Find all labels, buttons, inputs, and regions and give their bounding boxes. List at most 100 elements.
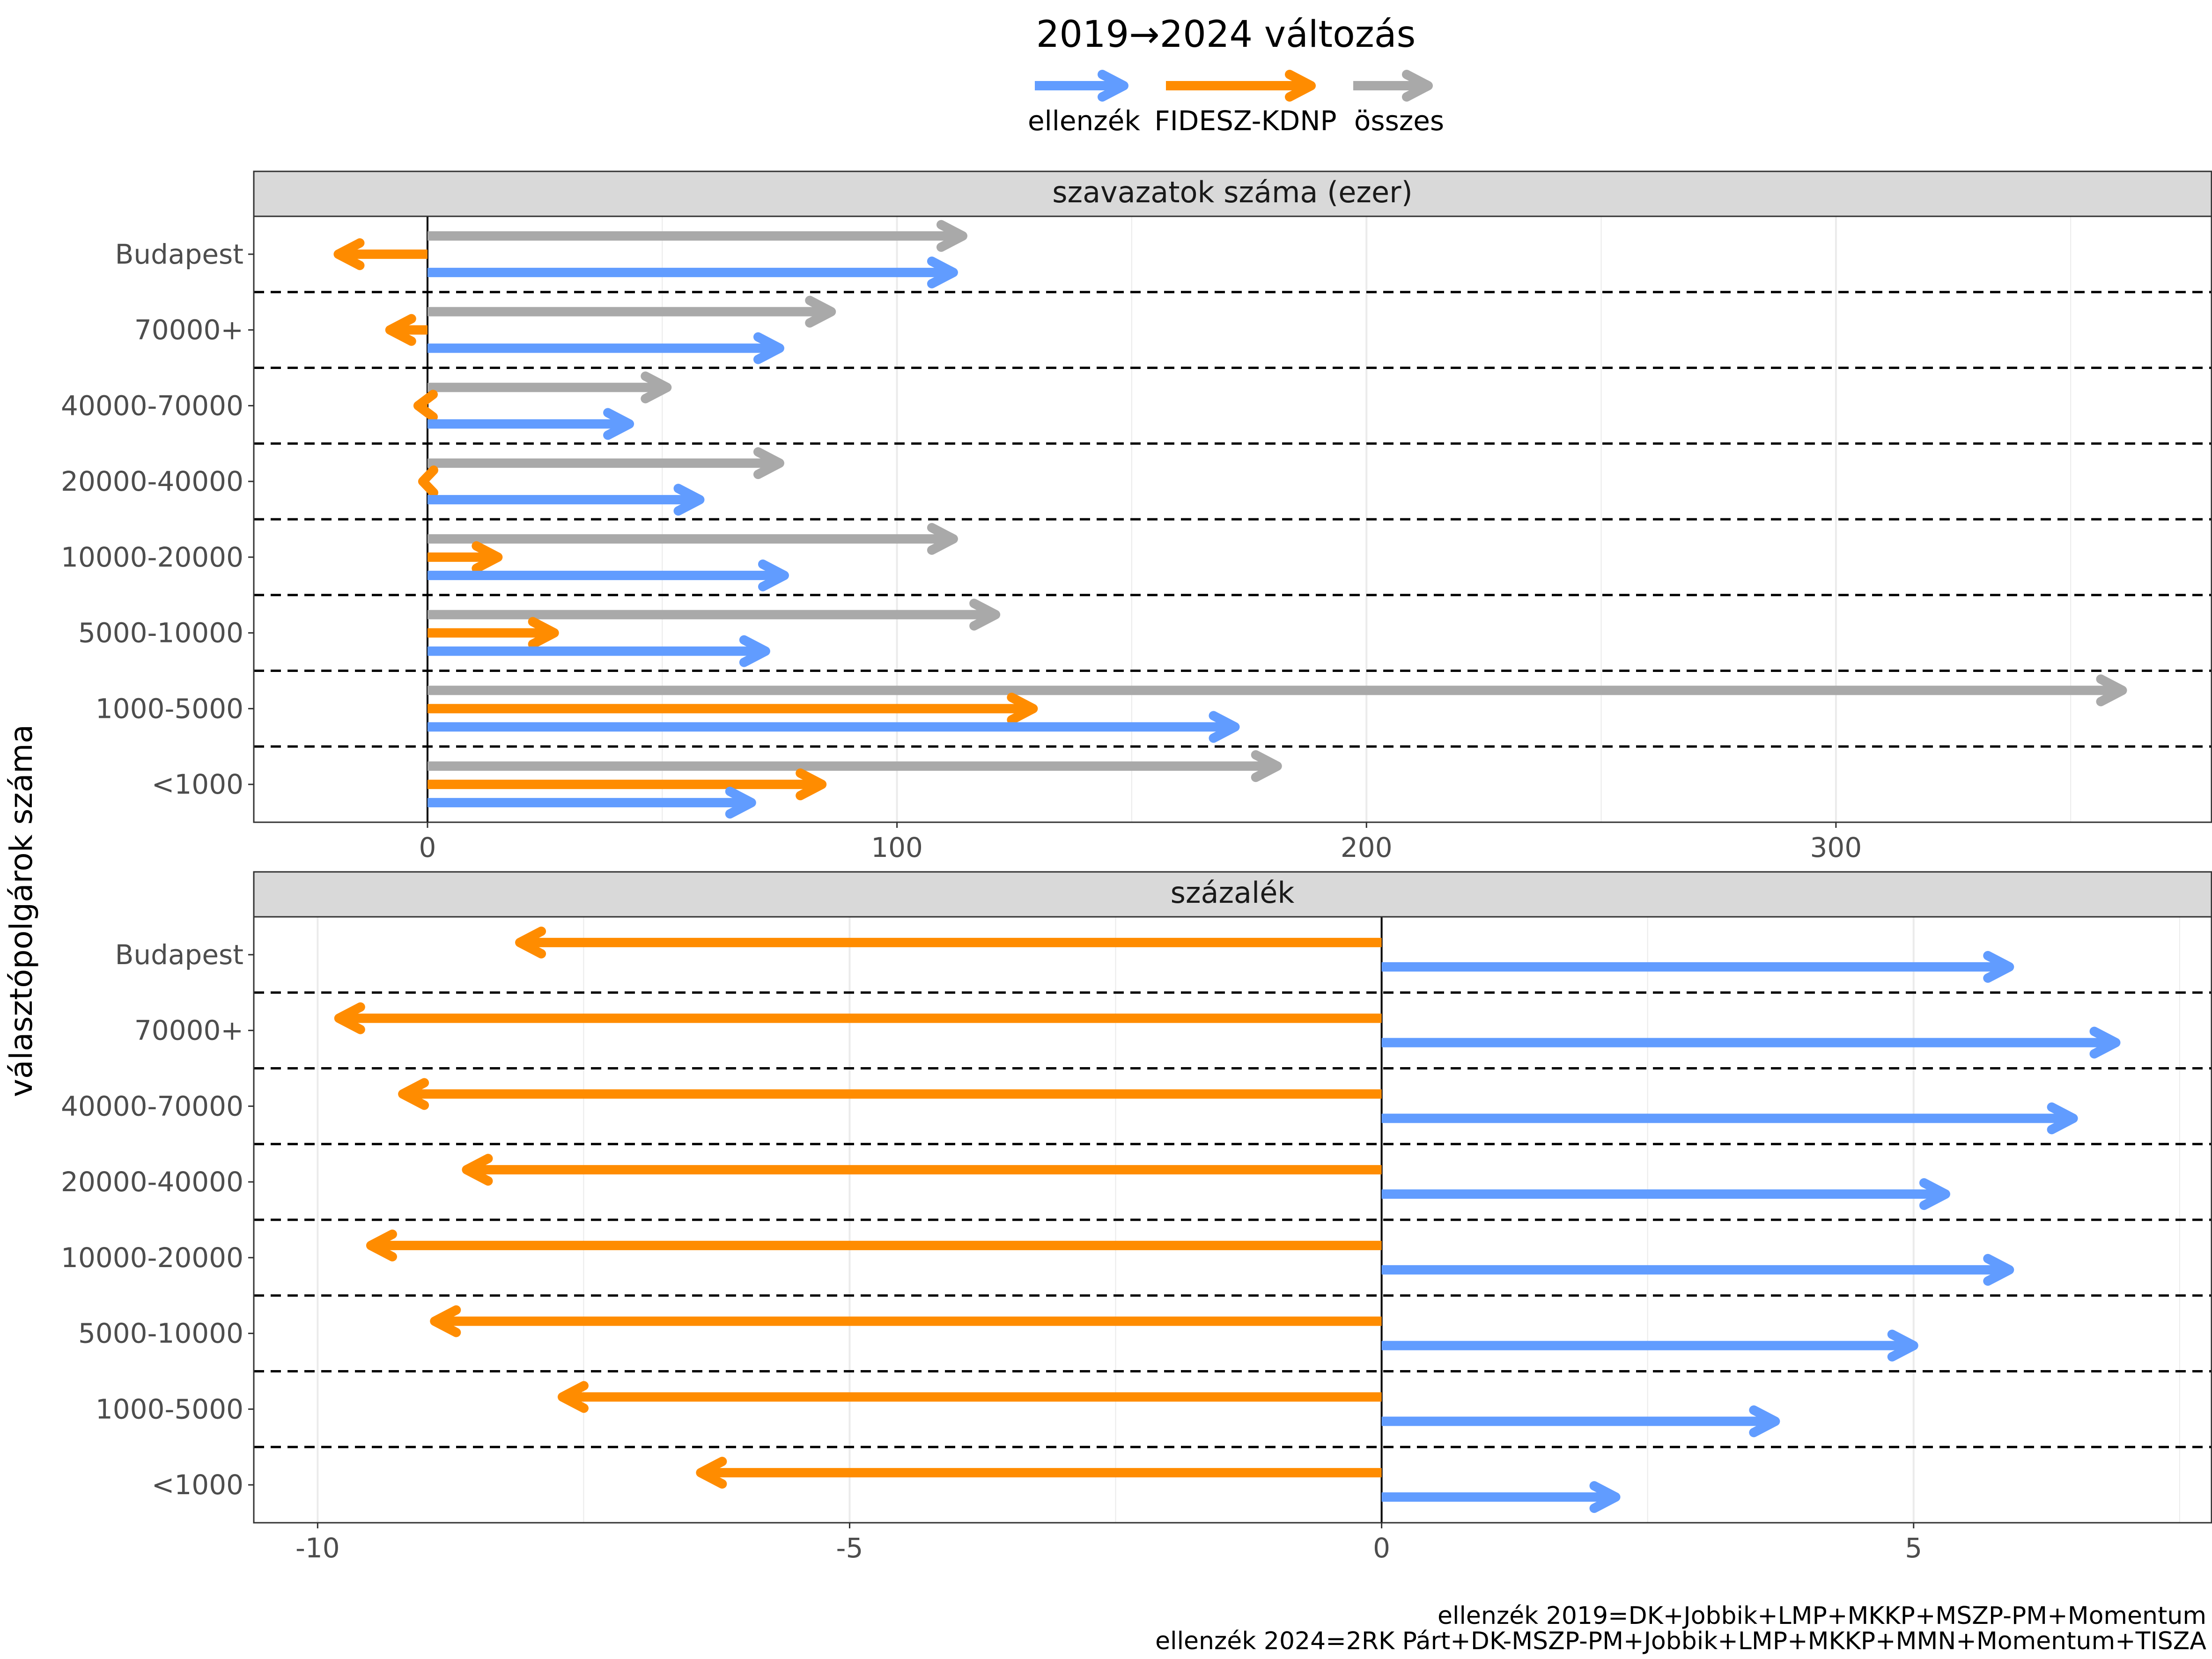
legend-key-osszes-arrow-head	[1402, 70, 1433, 102]
y-tick-label: 5000-10000	[78, 1318, 243, 1349]
x-tick-label: 0	[419, 832, 436, 863]
arrow-fidesz-kdnp-70000-head	[385, 314, 416, 346]
arrow-fidesz-kdnp-1000	[696, 1457, 1382, 1489]
legend-key-fidesz-arrow	[1166, 70, 1316, 102]
panel-border-votes	[253, 215, 2212, 823]
arrow-fidesz-kdnp-20000-40000	[418, 465, 438, 498]
y-tick-label: 5000-10000	[78, 617, 243, 649]
arrow-fidesz-kdnp-70000	[334, 1002, 1382, 1034]
legend-label-fidesz: FIDESZ-KDNP	[1154, 105, 1336, 137]
arrow-ellenz-k-1000-5000-head	[1749, 1405, 1780, 1438]
arrow-fidesz-kdnp-1000-5000-head	[557, 1381, 589, 1413]
caption-line-2: ellenzék 2024=2RK Párt+DK-MSZP-PM+Jobbik…	[1155, 1627, 2206, 1655]
arrow-ellenz-k-10000-20000-head	[758, 559, 789, 591]
legend-key-ellenzek-arrow-head	[1098, 70, 1128, 102]
arrow-ellenz-k-70000-head	[753, 332, 784, 364]
y-tick-label: 20000-40000	[61, 465, 243, 497]
legend-key-osszes-arrow	[1353, 70, 1433, 102]
arrow-ellenz-k-1000-5000-head	[1209, 711, 1240, 743]
caption-line-1: ellenzék 2019=DK+Jobbik+LMP+MKKP+MSZP-PM…	[1438, 1602, 2206, 1630]
arrow-sszes-5000-10000	[427, 598, 1001, 631]
arrow-fidesz-kdnp-5000-10000-head	[430, 1305, 461, 1337]
arrow-fidesz-kdnp-40000-70000-head	[413, 390, 438, 422]
arrow-sszes-5000-10000-head	[969, 598, 1001, 631]
legend-key-osszes	[1353, 70, 1433, 102]
arrow-sszes-10000-20000	[427, 523, 958, 555]
arrow-ellenz-k-budapest	[427, 256, 958, 288]
arrow-ellenz-k-5000-10000	[427, 635, 770, 667]
y-tick-label: 20000-40000	[61, 1166, 243, 1198]
arrow-ellenz-k-40000-70000-head	[603, 408, 634, 440]
arrow-fidesz-kdnp-10000-20000-head	[366, 1229, 397, 1261]
arrow-fidesz-kdnp-budapest-head	[333, 238, 365, 270]
y-tick-label: 70000+	[134, 314, 243, 346]
arrow-sszes-20000-40000-head	[753, 447, 784, 479]
arrow-fidesz-kdnp-40000-70000	[398, 1078, 1382, 1110]
arrow-fidesz-kdnp-1000-head	[796, 768, 827, 801]
arrow-fidesz-kdnp-10000-20000	[366, 1229, 1382, 1261]
arrow-fidesz-kdnp-20000-40000-head	[418, 465, 438, 498]
arrow-ellenz-k-40000-70000	[427, 408, 634, 440]
y-tick-label: Budapest	[115, 939, 243, 971]
arrow-fidesz-kdnp-40000-70000	[413, 390, 438, 422]
y-tick-label: 10000-20000	[61, 1242, 243, 1274]
legend-title: 2019→2024 változás	[1036, 14, 1416, 56]
arrow-sszes-10000-20000-head	[927, 523, 958, 555]
y-tick-label: <1000	[152, 1469, 243, 1501]
legend-label-osszes: összes	[1354, 105, 1444, 137]
legend-label-ellenzek: ellenzék	[1028, 105, 1140, 137]
legend-key-fidesz-arrow-head	[1285, 70, 1316, 102]
y-tick-label: 70000+	[134, 1015, 243, 1047]
x-tick-label: 200	[1341, 832, 1393, 863]
arrow-fidesz-kdnp-70000-head	[334, 1002, 365, 1034]
arrow-fidesz-kdnp-1000	[427, 768, 827, 801]
arrow-sszes-1000-head	[1251, 750, 1282, 782]
x-tick-label: -10	[295, 1532, 340, 1564]
arrow-fidesz-kdnp-5000-10000	[430, 1305, 1382, 1337]
y-tick-label: Budapest	[115, 238, 243, 270]
arrow-ellenz-k-budapest-head	[1983, 951, 2014, 983]
arrow-ellenz-k-1000-head	[1589, 1481, 1621, 1513]
panel-votes: szavazatok száma (ezer) Budapest 70000+ 40…	[61, 170, 2212, 863]
arrow-sszes-budapest	[427, 220, 967, 252]
arrow-ellenz-k-1000-head	[725, 787, 756, 819]
arrow-ellenz-k-budapest-head	[927, 256, 958, 288]
arrow-ellenz-k-5000-10000	[1381, 1329, 1918, 1362]
arrow-fidesz-kdnp-budapest	[515, 926, 1382, 959]
arrow-ellenz-k-1000	[1381, 1481, 1621, 1513]
strip-title-votes: szavazatok száma (ezer)	[1052, 175, 1413, 209]
arrow-fidesz-kdnp-budapest	[333, 238, 428, 270]
arrow-sszes-1000-5000	[427, 674, 2127, 707]
arrow-ellenz-k-40000-70000-head	[2047, 1102, 2078, 1135]
arrow-fidesz-kdnp-5000-10000	[427, 617, 559, 649]
arrow-ellenz-k-budapest	[1381, 951, 2014, 983]
y-tick-label: 40000-70000	[61, 390, 243, 421]
strip-percent	[253, 871, 2212, 918]
arrow-ellenz-k-5000-10000-head	[739, 635, 770, 667]
x-tick-label: 300	[1810, 832, 1862, 863]
arrow-ellenz-k-20000-40000-head	[1919, 1178, 1950, 1210]
panel-border-percent	[253, 916, 2212, 1524]
arrow-sszes-1000	[427, 750, 1282, 782]
arrow-fidesz-kdnp-10000-20000	[427, 541, 503, 573]
arrow-sszes-1000-5000-head	[2096, 674, 2127, 707]
arrow-fidesz-kdnp-1000-head	[696, 1457, 727, 1489]
strip-title-percent: százalék	[1171, 876, 1295, 910]
arrow-sszes-70000-head	[805, 295, 836, 328]
y-tick-label: 40000-70000	[61, 1090, 243, 1122]
arrow-ellenz-k-10000-20000	[1381, 1253, 2014, 1286]
arrow-ellenz-k-10000-20000-head	[1983, 1253, 2014, 1286]
legend-key-ellenzek-arrow	[1035, 70, 1128, 102]
arrow-fidesz-kdnp-20000-40000-head	[462, 1154, 493, 1186]
x-tick-label: -5	[836, 1532, 863, 1564]
x-tick-label: 0	[1373, 1532, 1390, 1564]
x-tick-label: 5	[1905, 1532, 1922, 1564]
arrow-ellenz-k-70000	[427, 332, 784, 364]
arrow-ellenz-k-1000-5000	[427, 711, 1240, 743]
arrow-fidesz-kdnp-budapest-head	[515, 926, 546, 959]
y-tick-label: 10000-20000	[61, 541, 243, 573]
legend-key-ellenzek	[1035, 70, 1128, 102]
plot-votes: Budapest 70000+ 40000-70000 20000-40000 1000…	[61, 215, 2212, 863]
arrow-ellenz-k-1000	[427, 787, 756, 819]
